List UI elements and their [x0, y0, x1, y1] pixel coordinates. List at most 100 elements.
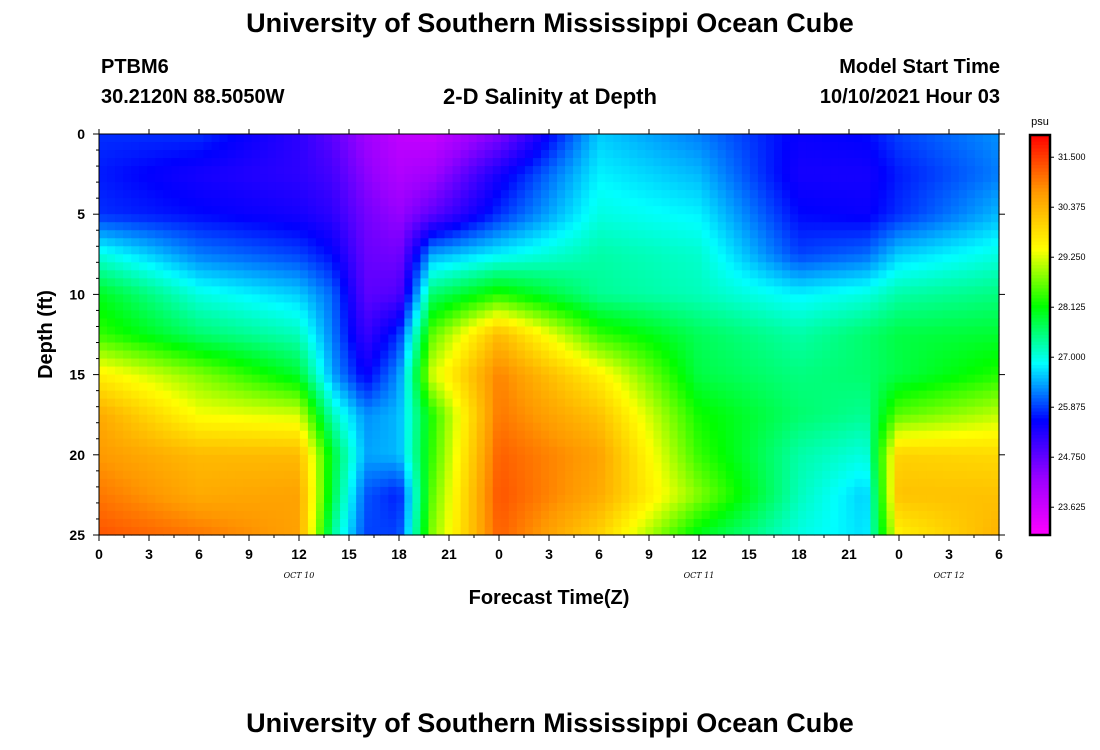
- heatmap-cell: [211, 254, 221, 263]
- heatmap-cell: [830, 302, 839, 312]
- heatmap-cell: [211, 366, 221, 376]
- heatmap-cell: [195, 158, 205, 167]
- heatmap-cell: [404, 230, 413, 239]
- heatmap-cell: [524, 390, 534, 400]
- heatmap-cell: [275, 390, 285, 400]
- heatmap-cell: [259, 190, 269, 199]
- heatmap-cell: [307, 182, 317, 191]
- heatmap-cell: [782, 198, 791, 207]
- heatmap-cell: [332, 262, 341, 271]
- heatmap-cell: [790, 246, 799, 255]
- heatmap-cell: [942, 454, 952, 464]
- heatmap-cell: [950, 390, 960, 400]
- heatmap-cell: [653, 462, 663, 472]
- heatmap-cell: [179, 422, 188, 432]
- heatmap-cell: [324, 142, 333, 151]
- heatmap-cell: [532, 206, 542, 215]
- heatmap-cell: [741, 294, 751, 304]
- heatmap-cell: [532, 238, 542, 247]
- heatmap-cell: [982, 134, 992, 143]
- heatmap-cell: [966, 222, 976, 231]
- heatmap-cell: [372, 486, 381, 496]
- heatmap-cell: [404, 190, 413, 199]
- heatmap-cell: [741, 366, 751, 376]
- heatmap-cell: [452, 278, 462, 287]
- heatmap-cell: [532, 390, 542, 400]
- heatmap-cell: [894, 222, 904, 231]
- heatmap-cell: [910, 454, 920, 464]
- heatmap-cell: [315, 134, 325, 143]
- heatmap-cell: [283, 438, 293, 448]
- heatmap-cell: [934, 438, 944, 448]
- heatmap-cell: [195, 406, 205, 416]
- heatmap-cell: [621, 438, 630, 448]
- heatmap-cell: [484, 254, 494, 263]
- heatmap-cell: [484, 446, 494, 456]
- heatmap-cell: [774, 278, 783, 287]
- heatmap-cell: [886, 262, 896, 271]
- heatmap-cell: [163, 366, 172, 376]
- heatmap-cell: [565, 198, 574, 207]
- heatmap-cell: [573, 358, 582, 368]
- heatmap-cell: [910, 350, 920, 360]
- heatmap-cell: [428, 390, 438, 400]
- heatmap-cell: [653, 254, 663, 263]
- heatmap-cell: [524, 198, 534, 207]
- heatmap-cell: [765, 326, 775, 336]
- heatmap-cell: [661, 422, 671, 432]
- heatmap-cell: [677, 398, 687, 408]
- heatmap-cell: [324, 310, 333, 320]
- heatmap-cell: [669, 414, 679, 424]
- heatmap-cell: [524, 150, 534, 159]
- heatmap-cell: [275, 166, 285, 175]
- heatmap-cell: [757, 198, 767, 207]
- heatmap-cell: [275, 134, 285, 143]
- heatmap-cell: [798, 270, 807, 279]
- heatmap-cell: [822, 214, 831, 223]
- heatmap-cell: [942, 270, 952, 279]
- heatmap-cell: [356, 214, 365, 223]
- heatmap-cell: [324, 222, 333, 231]
- heatmap-cell: [251, 350, 261, 360]
- heatmap-cell: [412, 342, 422, 352]
- heatmap-cell: [902, 390, 912, 400]
- heatmap-cell: [235, 198, 245, 207]
- heatmap-cell: [404, 166, 413, 175]
- heatmap-cell: [910, 166, 920, 175]
- heatmap-cell: [830, 262, 839, 271]
- heatmap-cell: [444, 486, 454, 496]
- heatmap-cell: [259, 198, 269, 207]
- heatmap-cell: [605, 318, 614, 328]
- heatmap-cell: [846, 430, 855, 440]
- heatmap-cell: [243, 150, 253, 159]
- heatmap-cell: [838, 302, 847, 312]
- heatmap-cell: [380, 462, 389, 472]
- heatmap-cell: [291, 358, 301, 368]
- heatmap-cell: [291, 422, 301, 432]
- heatmap-cell: [629, 158, 638, 167]
- heatmap-cell: [982, 286, 992, 295]
- heatmap-cell: [653, 238, 663, 247]
- heatmap-cell: [685, 446, 695, 456]
- heatmap-cell: [171, 398, 180, 408]
- heatmap-cell: [219, 414, 229, 424]
- heatmap-cell: [765, 374, 775, 384]
- heatmap-cell: [251, 190, 261, 199]
- heatmap-cell: [613, 294, 622, 304]
- heatmap-cell: [235, 286, 245, 295]
- heatmap-cell: [219, 310, 229, 320]
- heatmap-cell: [645, 142, 655, 151]
- heatmap-cell: [332, 214, 341, 223]
- heatmap-cell: [203, 406, 213, 416]
- heatmap-cell: [259, 438, 269, 448]
- heatmap-cell: [725, 198, 735, 207]
- heatmap-cell: [428, 286, 438, 295]
- heatmap-cell: [484, 374, 494, 384]
- heatmap-cell: [549, 238, 558, 247]
- heatmap-cell: [315, 206, 325, 215]
- heatmap-cell: [492, 326, 502, 336]
- heatmap-cell: [589, 342, 598, 352]
- heatmap-cell: [315, 222, 325, 231]
- heatmap-cell: [516, 254, 526, 263]
- heatmap-cell: [476, 310, 486, 320]
